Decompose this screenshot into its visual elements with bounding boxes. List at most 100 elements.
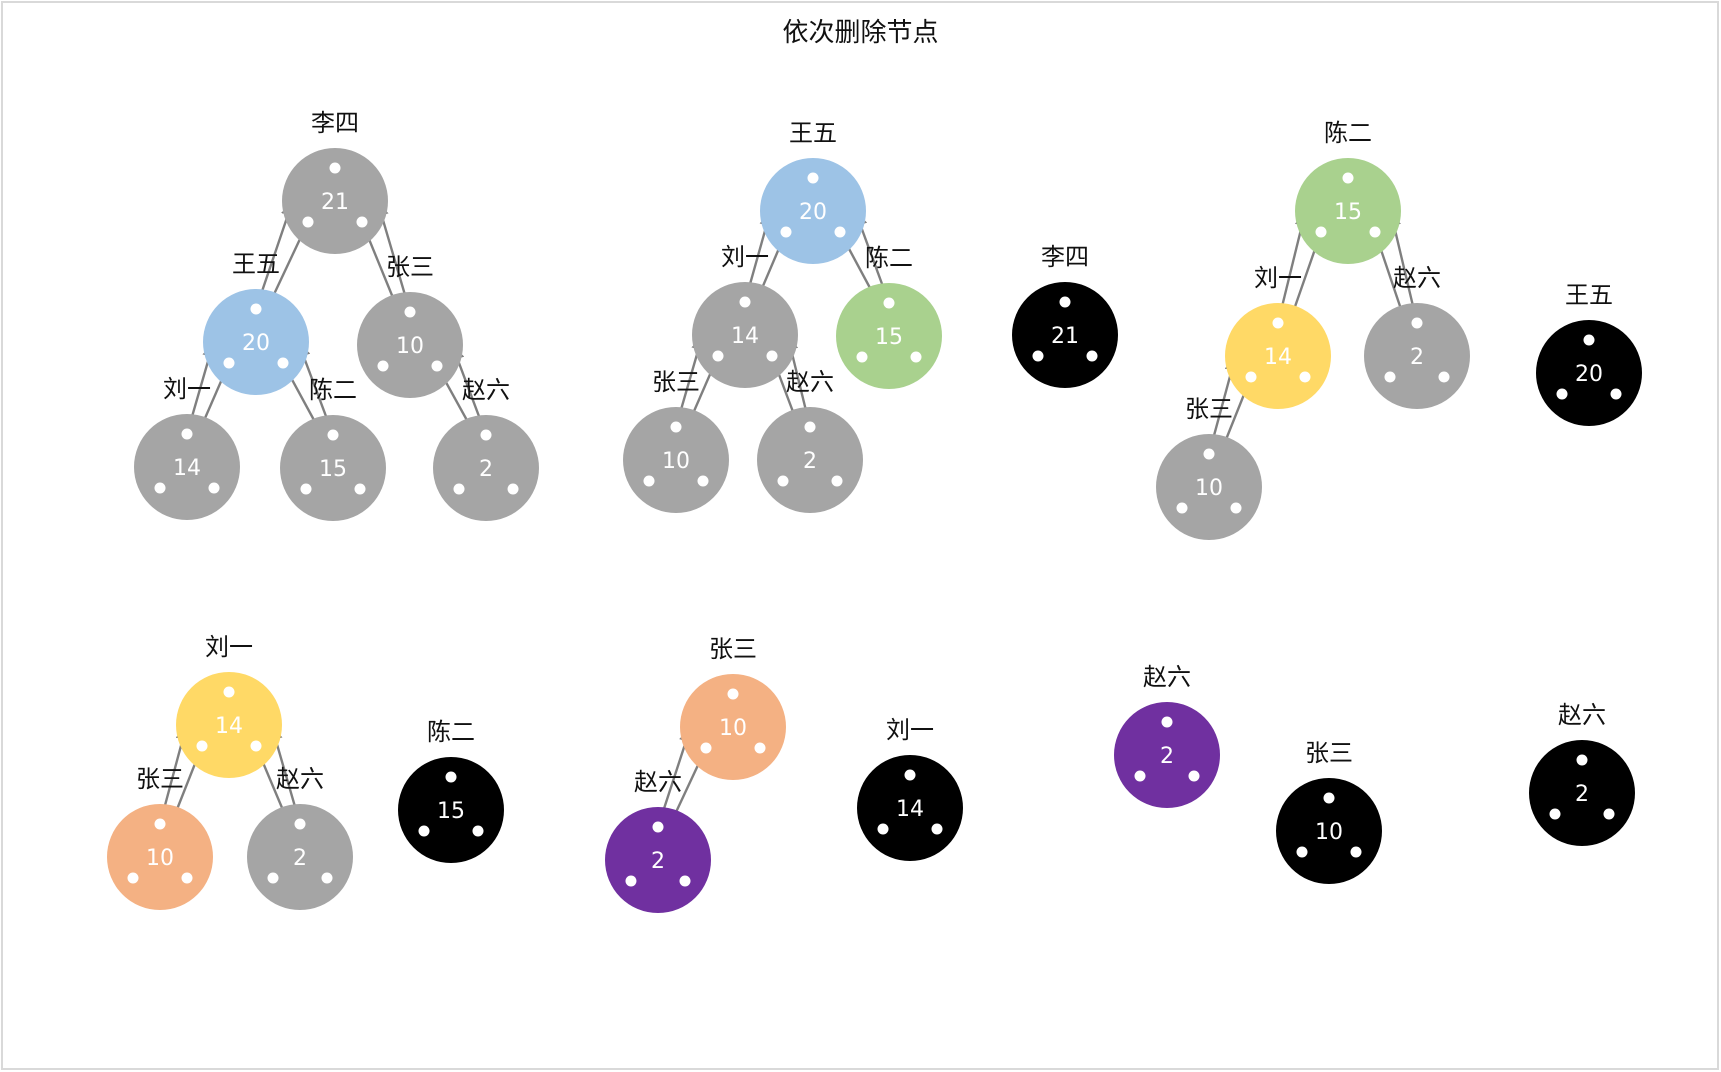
top-port-dot [294, 818, 306, 830]
top-port-dot [1411, 317, 1423, 329]
top-port-dot [250, 303, 262, 315]
right-port-dot [277, 357, 289, 369]
left-port-dot [856, 351, 868, 363]
left-port-dot [1315, 226, 1327, 238]
node-name-label: 王五 [232, 250, 280, 278]
node-circle [282, 148, 388, 254]
node-circle [433, 415, 539, 521]
node-name-label: 陈二 [1324, 119, 1372, 147]
top-port-dot [804, 421, 816, 433]
node-name-label: 李四 [311, 109, 359, 137]
node-name-label: 刘一 [205, 633, 253, 661]
tree-node: 14 刘一 [176, 633, 282, 778]
node-circle [692, 282, 798, 388]
node-value: 20 [242, 331, 270, 356]
right-port-dot [181, 872, 193, 884]
tree-node: 14 刘一 [134, 375, 240, 520]
right-port-dot [472, 825, 484, 837]
top-port-dot [1272, 317, 1284, 329]
node-value: 14 [173, 456, 201, 481]
right-port-dot [208, 482, 220, 494]
node-value: 2 [651, 849, 665, 874]
top-port-dot [883, 297, 895, 309]
node-name-label: 赵六 [1558, 701, 1606, 729]
right-port-dot [831, 475, 843, 487]
node-value: 10 [662, 449, 690, 474]
tree-node: 2 赵六 [247, 765, 353, 910]
right-port-dot [697, 475, 709, 487]
tree-node: 15 陈二 [1295, 119, 1401, 264]
right-port-dot [1369, 226, 1381, 238]
node-name-label: 刘一 [886, 716, 934, 744]
top-port-dot [1161, 716, 1173, 728]
node-value: 20 [1575, 362, 1603, 387]
node-value: 21 [321, 190, 349, 215]
node-name-label: 陈二 [865, 244, 913, 272]
tree-node: 10 张三 [107, 765, 213, 910]
node-name-label: 李四 [1041, 243, 1089, 271]
top-port-dot [904, 769, 916, 781]
tree-node: 21 李四 [1012, 243, 1118, 388]
tree-node: 2 赵六 [1529, 701, 1635, 846]
left-port-dot [625, 875, 637, 887]
left-port-dot [643, 475, 655, 487]
node-name-label: 张三 [1305, 739, 1353, 767]
node-circle [134, 414, 240, 520]
right-port-dot [910, 351, 922, 363]
left-port-dot [300, 483, 312, 495]
node-name-label: 赵六 [786, 368, 834, 396]
tree-node: 20 王五 [760, 119, 866, 264]
node-value: 10 [719, 716, 747, 741]
node-value: 2 [1575, 782, 1589, 807]
right-port-dot [356, 216, 368, 228]
left-port-dot [780, 226, 792, 238]
node-name-label: 赵六 [1393, 264, 1441, 292]
right-port-dot [1438, 371, 1450, 383]
left-port-dot [1134, 770, 1146, 782]
right-port-dot [321, 872, 333, 884]
right-port-dot [1086, 350, 1098, 362]
node-value: 14 [215, 714, 243, 739]
left-port-dot [377, 360, 389, 372]
top-port-dot [329, 162, 341, 174]
left-port-dot [196, 740, 208, 752]
tree-node: 2 赵六 [1114, 663, 1220, 808]
node-value: 14 [1264, 345, 1292, 370]
left-port-dot [1245, 371, 1257, 383]
node-value: 2 [803, 449, 817, 474]
tree-node: 15 陈二 [280, 376, 386, 521]
node-name-label: 张三 [386, 253, 434, 281]
node-circle [203, 289, 309, 395]
node-value: 14 [896, 797, 924, 822]
top-port-dot [652, 821, 664, 833]
left-port-dot [267, 872, 279, 884]
top-port-dot [1323, 792, 1335, 804]
node-circle [1225, 303, 1331, 409]
top-port-dot [739, 296, 751, 308]
node-circle [1529, 740, 1635, 846]
top-port-dot [327, 429, 339, 441]
node-value: 14 [731, 324, 759, 349]
tree-node: 20 王五 [1536, 281, 1642, 426]
node-circle [1114, 702, 1220, 808]
node-name-label: 赵六 [462, 376, 510, 404]
tree-node: 14 刘一 [857, 716, 963, 861]
node-name-label: 刘一 [1254, 264, 1302, 292]
right-port-dot [834, 226, 846, 238]
node-name-label: 张三 [136, 765, 184, 793]
right-port-dot [431, 360, 443, 372]
node-name-label: 刘一 [163, 375, 211, 403]
node-circle [1276, 778, 1382, 884]
node-circle [398, 757, 504, 863]
top-port-dot [1576, 754, 1588, 766]
top-port-dot [1342, 172, 1354, 184]
top-port-dot [1583, 334, 1595, 346]
left-port-dot [877, 823, 889, 835]
tree-node: 15 陈二 [836, 244, 942, 389]
left-port-dot [700, 742, 712, 754]
node-value: 10 [1195, 476, 1223, 501]
node-name-label: 陈二 [309, 376, 357, 404]
node-value: 20 [799, 200, 827, 225]
left-port-dot [127, 872, 139, 884]
